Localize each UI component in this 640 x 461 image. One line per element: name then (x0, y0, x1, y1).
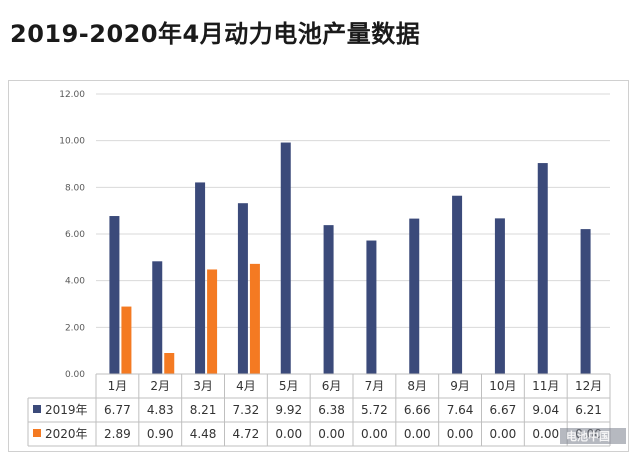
data-label: 6.38 (318, 403, 345, 417)
data-label: 0.00 (490, 427, 517, 441)
x-tick-label: 12月 (575, 379, 602, 393)
data-label: 9.04 (532, 403, 559, 417)
watermark-text: 电池中国 (566, 429, 610, 443)
data-label: 0.00 (318, 427, 345, 441)
data-label: 7.64 (447, 403, 474, 417)
watermark-backdrop (560, 428, 626, 444)
data-label: 6.77 (104, 403, 131, 417)
bar-2020-4 (249, 263, 260, 374)
x-tick-label: 4月 (236, 379, 256, 393)
y-axis-ticks: 0.00 2.00 4.00 6.00 8.00 10.00 12.00 (59, 90, 85, 380)
data-label: 0.00 (532, 427, 559, 441)
y-tick-label: 12.00 (59, 90, 85, 100)
data-label: 8.21 (190, 403, 217, 417)
x-tick-label: 11月 (532, 379, 559, 393)
x-tick-label: 9月 (450, 379, 470, 393)
data-label: 0.00 (447, 427, 474, 441)
data-table: 1月 2月 3月 4月 5月 6月 7月 8月 9月 10月 11月 12月 2019年 6.77 4.83… (27, 373, 611, 447)
bar-2019-10 (494, 218, 505, 374)
y-tick-label: 0.00 (65, 370, 85, 380)
legend-swatch-2019 (33, 405, 41, 413)
bar-2019-9 (452, 195, 463, 374)
y-tick-label: 10.00 (59, 137, 85, 147)
data-label: 4.83 (147, 403, 174, 417)
data-label: 6.21 (575, 403, 602, 417)
data-label: 9.92 (275, 403, 302, 417)
bar-2019-12 (580, 229, 591, 374)
data-label: 6.66 (404, 403, 431, 417)
data-label: 0.00 (361, 427, 388, 441)
x-tick-label: 2月 (150, 379, 170, 393)
bar-2019-8 (409, 218, 420, 374)
x-tick-label: 1月 (108, 379, 128, 393)
bar-2020-1 (121, 306, 132, 374)
bars (109, 142, 591, 374)
data-label: 4.48 (190, 427, 217, 441)
bar-2019-3 (195, 182, 206, 374)
bar-2019-5 (280, 142, 291, 374)
y-tick-label: 8.00 (65, 183, 85, 193)
bar-2019-4 (237, 203, 248, 374)
legend-label-2019: 2019年 (45, 403, 88, 417)
bar-2019-2 (152, 261, 163, 374)
bar-2019-11 (537, 163, 548, 374)
x-tick-label: 6月 (322, 379, 342, 393)
y-tick-label: 6.00 (65, 230, 85, 240)
page-title: 2019-2020年4月动力电池产量数据 (10, 20, 421, 48)
data-label: 0.00 (275, 427, 302, 441)
bar-2020-3 (207, 269, 218, 374)
x-tick-label: 3月 (193, 379, 213, 393)
data-label: 4.72 (233, 427, 260, 441)
data-label: 0.90 (147, 427, 174, 441)
y-tick-label: 4.00 (65, 277, 85, 287)
data-label: 2.89 (104, 427, 131, 441)
legend-swatch-2020 (33, 429, 41, 437)
x-tick-label: 5月 (279, 379, 299, 393)
bar-2019-6 (323, 225, 334, 374)
gridlines (96, 93, 610, 328)
x-tick-label: 10月 (489, 379, 516, 393)
data-label: 0.00 (404, 427, 431, 441)
bar-2020-2 (164, 353, 175, 374)
data-label: 5.72 (361, 403, 388, 417)
x-tick-label: 7月 (365, 379, 385, 393)
data-label: 6.67 (490, 403, 517, 417)
x-tick-label: 8月 (407, 379, 427, 393)
bar-2019-1 (109, 216, 120, 374)
legend-label-2020: 2020年 (45, 427, 88, 441)
y-tick-label: 2.00 (65, 323, 85, 333)
bar-2019-7 (366, 240, 377, 374)
data-label: 7.32 (233, 403, 260, 417)
